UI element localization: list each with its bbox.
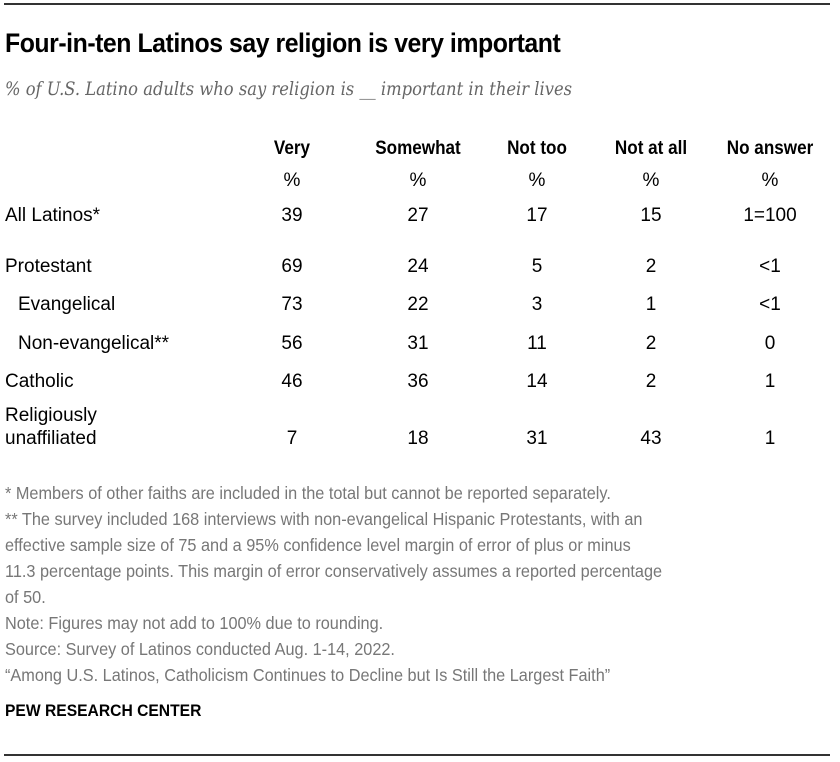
- table-cell: 15: [640, 205, 662, 226]
- column-header: Somewhat: [375, 138, 461, 159]
- footnote-line: * Members of other faiths are included i…: [5, 483, 611, 503]
- column-header: No answer: [726, 138, 814, 159]
- table-cell: 1: [764, 428, 776, 449]
- column-unit: %: [761, 170, 779, 191]
- footnote-line: Source: Survey of Latinos conducted Aug.…: [5, 639, 395, 659]
- table-cell: 22: [407, 294, 429, 315]
- bottom-rule: [4, 754, 830, 756]
- table-cell: 36: [407, 371, 429, 392]
- table-cell: <1: [759, 294, 781, 315]
- chart-subtitle: % of U.S. Latino adults who say religion…: [5, 78, 573, 100]
- footnote-line: 11.3 percentage points. This margin of e…: [5, 561, 663, 581]
- table-cell: 14: [526, 371, 548, 392]
- table-cell: 43: [640, 428, 662, 449]
- table-cell: 46: [281, 371, 303, 392]
- row-label: Catholic: [5, 371, 74, 392]
- table-cell: 2: [645, 256, 657, 277]
- table-cell: 31: [407, 333, 429, 354]
- footnote-line: ** The survey included 168 interviews wi…: [5, 509, 643, 529]
- chart-title: Four-in-ten Latinos say religion is very…: [5, 28, 561, 58]
- column-unit: %: [528, 170, 546, 191]
- table-cell: 39: [281, 205, 303, 226]
- table-cell: 73: [281, 294, 303, 315]
- footnote-line: “Among U.S. Latinos, Catholicism Continu…: [5, 665, 611, 685]
- column-unit: %: [283, 170, 301, 191]
- row-label: Evangelical: [18, 294, 116, 315]
- table-cell: <1: [759, 256, 781, 277]
- table-cell: 2: [645, 333, 657, 354]
- table-cell: 27: [407, 205, 429, 226]
- footnote-line: of 50.: [5, 587, 46, 607]
- row-label: All Latinos*: [5, 205, 101, 226]
- column-header: Not at all: [614, 138, 688, 159]
- table-cell: 0: [764, 333, 776, 354]
- row-label: Non-evangelical**: [18, 333, 170, 354]
- table-cell: 17: [526, 205, 548, 226]
- footnote-line: effective sample size of 75 and a 95% co…: [5, 535, 631, 555]
- row-label: unaffiliated: [5, 428, 97, 449]
- table-cell: 1: [645, 294, 657, 315]
- column-header: Very: [273, 138, 311, 159]
- row-label: Religiously: [5, 405, 97, 426]
- table-cell: 1=100: [743, 205, 797, 226]
- column-unit: %: [642, 170, 660, 191]
- table-cell: 1: [764, 371, 776, 392]
- row-label: Protestant: [5, 256, 92, 277]
- source-org: PEW RESEARCH CENTER: [5, 701, 202, 720]
- table-cell: 2: [645, 371, 657, 392]
- table-cell: 7: [286, 428, 298, 449]
- top-rule: [4, 3, 830, 5]
- table-cell: 3: [531, 294, 543, 315]
- footnote-line: Note: Figures may not add to 100% due to…: [5, 613, 384, 633]
- column-unit: %: [409, 170, 427, 191]
- table-cell: 31: [526, 428, 548, 449]
- table-cell: 24: [407, 256, 429, 277]
- table-cell: 69: [281, 256, 303, 277]
- table-cell: 18: [407, 428, 429, 449]
- table-cell: 56: [281, 333, 303, 354]
- footnotes: * Members of other faiths are included i…: [5, 480, 835, 688]
- table-cell: 5: [531, 256, 543, 277]
- table-cell: 11: [527, 333, 547, 354]
- column-header: Not too: [507, 138, 567, 159]
